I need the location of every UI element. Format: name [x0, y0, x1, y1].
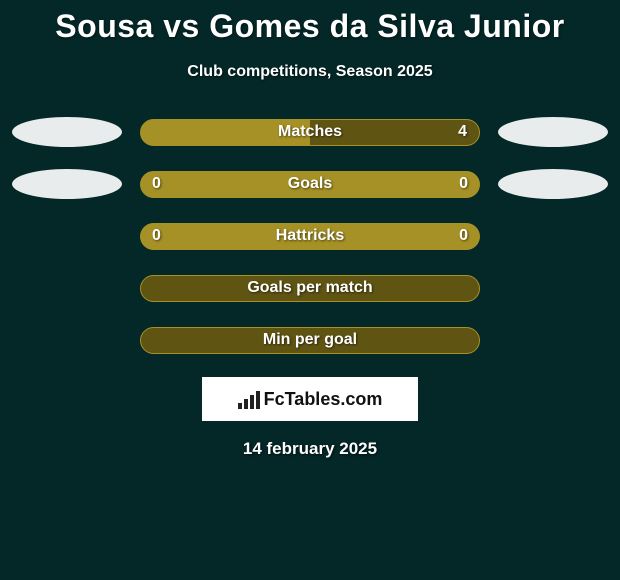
subtitle: Club competitions, Season 2025: [0, 63, 620, 81]
stat-left-value: 0: [152, 227, 161, 245]
stat-bar-matches: Matches 4: [140, 119, 480, 146]
right-badge-icon: [498, 117, 608, 147]
source-logo[interactable]: FcTables.com: [202, 377, 418, 421]
right-badge-icon: [498, 169, 608, 199]
stat-bar-mpg: Min per goal: [140, 327, 480, 354]
stat-bar-goals: 0 Goals 0: [140, 171, 480, 198]
stat-right-value: 0: [459, 227, 468, 245]
stat-left-value: 0: [152, 175, 161, 193]
stat-row-matches: Matches 4: [0, 117, 620, 147]
stat-row-hattricks: 0 Hattricks 0: [0, 221, 620, 251]
stat-label: Goals: [288, 175, 332, 193]
stat-label: Matches: [278, 123, 342, 141]
logo-text: FcTables.com: [264, 389, 383, 410]
stat-row-mpg: Min per goal: [0, 325, 620, 355]
stats-card: Sousa vs Gomes da Silva Junior Club comp…: [0, 0, 620, 459]
left-badge-icon: [12, 169, 122, 199]
left-badge-icon: [12, 117, 122, 147]
stat-right-value: 0: [459, 175, 468, 193]
stat-label: Hattricks: [276, 227, 344, 245]
stat-bar-gpm: Goals per match: [140, 275, 480, 302]
stat-row-gpm: Goals per match: [0, 273, 620, 303]
stat-right-value: 4: [458, 123, 467, 141]
date-label: 14 february 2025: [0, 439, 620, 459]
stat-row-goals: 0 Goals 0: [0, 169, 620, 199]
page-title: Sousa vs Gomes da Silva Junior: [0, 8, 620, 45]
chart-icon: [238, 389, 260, 409]
stat-label: Min per goal: [263, 331, 357, 349]
stat-label: Goals per match: [247, 279, 372, 297]
stat-bar-hattricks: 0 Hattricks 0: [140, 223, 480, 250]
